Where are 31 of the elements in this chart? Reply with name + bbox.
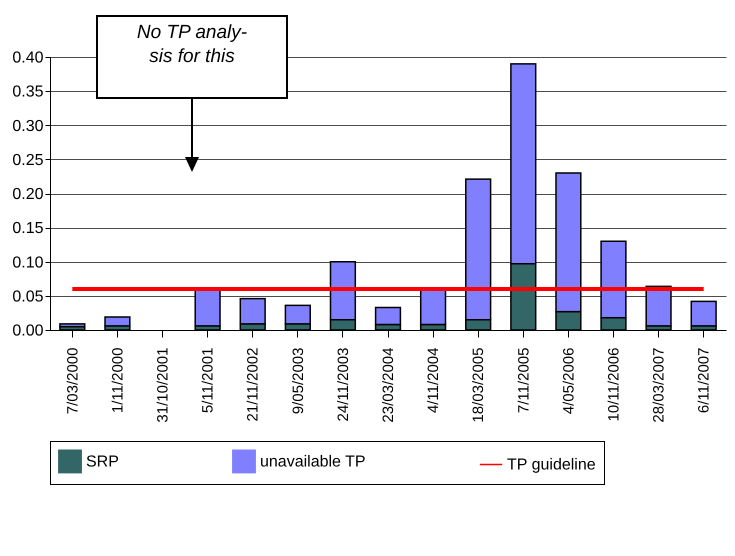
callout-box: No TP analy- sis for this <box>96 15 288 99</box>
legend-label: SRP <box>86 453 119 470</box>
bar <box>104 316 131 327</box>
x-tick-label: 1/11/2000 <box>109 348 126 414</box>
x-tick-label: 9/05/2003 <box>290 348 307 414</box>
bar <box>690 300 717 327</box>
x-tick-label: 28/03/2007 <box>650 348 668 423</box>
y-tick-label: 0.35 <box>12 84 44 101</box>
legend-label: unavailable TP <box>260 453 366 470</box>
y-tick-label: 0.40 <box>12 50 44 66</box>
x-tick-label: 24/11/2003 <box>334 348 352 422</box>
y-tick-label: 0.10 <box>12 254 44 272</box>
x-tick-label: 23/03/2004 <box>380 348 397 423</box>
y-tick-label: 0.25 <box>12 152 44 169</box>
y-tick-label: 0.30 <box>12 118 44 135</box>
x-tick-label: 7/11/2005 <box>515 348 532 414</box>
x-tick-label: 18/03/2005 <box>470 348 488 423</box>
x-tick-label: 10/11/2006 <box>605 348 622 422</box>
y-tick-label: 0.15 <box>12 220 44 238</box>
x-tick-label: 21/11/2002 <box>244 348 262 422</box>
x-tick-label: 4/11/2004 <box>425 348 442 414</box>
x-tick-label: 4/05/2006 <box>560 348 578 414</box>
y-tick-label: 0.05 <box>12 288 44 306</box>
x-tick-label: 31/10/2001 <box>154 348 172 423</box>
x-tick-label: 7/03/2000 <box>64 348 82 414</box>
x-tick-label: 6/11/2007 <box>696 348 713 414</box>
legend-label: TP guideline <box>507 456 596 474</box>
y-tick-label: 0.00 <box>12 322 44 340</box>
y-tick-label: 0.20 <box>12 186 44 203</box>
x-tick-label: 5/11/2001 <box>200 348 217 414</box>
bar <box>59 323 86 328</box>
